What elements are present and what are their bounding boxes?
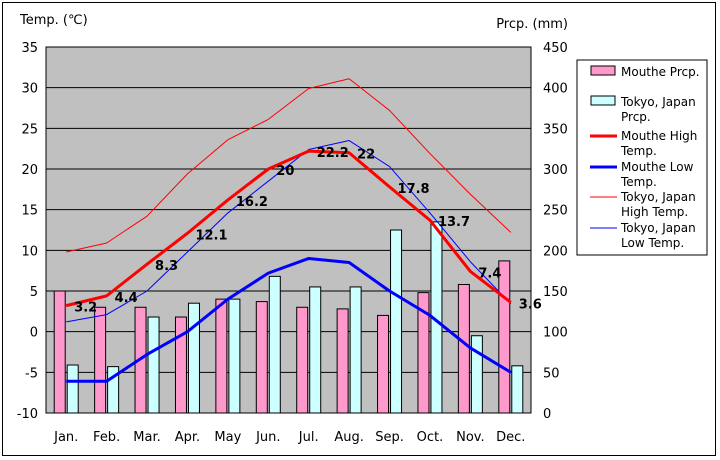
bar-mouthe-prcp	[296, 306, 309, 414]
right-tick-label: 400	[543, 82, 568, 97]
x-tick-label: Sep.	[375, 430, 404, 445]
data-label: 12.1	[195, 228, 227, 243]
data-label: 17.8	[398, 182, 430, 197]
right-tick-label: 100	[543, 326, 568, 341]
bar-mouthe-prcp	[94, 306, 107, 414]
data-label: 16.2	[236, 195, 268, 210]
x-tick-label: Nov.	[456, 430, 485, 445]
legend-label: Temp.	[620, 175, 657, 189]
x-tick-label: Apr.	[175, 430, 200, 445]
legend-label: Tokyo, Japan	[620, 190, 696, 204]
bar-mouthe-prcp	[215, 298, 228, 414]
bar-tokyo-prcp	[228, 298, 241, 414]
line-tokyo-japan-high-temp-	[66, 78, 512, 253]
bar-tokyo-prcp	[268, 275, 281, 414]
data-label: 3.6	[519, 297, 542, 312]
line-tokyo-japan-low-temp-	[66, 140, 512, 323]
left-tick-label: 35	[21, 41, 38, 56]
legend-box	[576, 59, 708, 256]
bar-mouthe-prcp	[336, 308, 349, 414]
data-label: 4.4	[115, 291, 138, 306]
bar-mouthe-prcp	[53, 290, 66, 414]
left-tick-label: 15	[21, 204, 38, 219]
x-tick-label: Feb.	[93, 430, 120, 445]
bar-tokyo-prcp	[309, 286, 322, 414]
x-tick-label: Dec.	[496, 430, 525, 445]
bar-tokyo-prcp	[147, 316, 160, 414]
legend-label: Prcp.	[621, 110, 651, 124]
bar-tokyo-prcp	[390, 229, 403, 414]
x-tick-label: Jul.	[298, 430, 319, 445]
left-tick-label: -10	[17, 407, 38, 422]
x-tick-label: Oct.	[417, 430, 444, 445]
bar-tokyo-prcp	[349, 286, 362, 414]
bar-tokyo-prcp	[66, 364, 79, 414]
legend-swatch	[590, 65, 616, 76]
legend-label: Mouthe Prcp.	[621, 65, 700, 79]
x-tick-label: Jan.	[53, 430, 78, 445]
right-tick-label: 300	[543, 163, 568, 178]
legend-label: Tokyo, Japan	[620, 221, 696, 235]
left-tick-label: 25	[21, 122, 38, 137]
bar-mouthe-prcp	[498, 260, 511, 414]
bar-tokyo-prcp	[187, 302, 200, 414]
bar-tokyo-prcp	[470, 335, 483, 414]
bar-mouthe-prcp	[255, 301, 268, 414]
line-mouthe-low-temp-	[66, 256, 512, 383]
bar-mouthe-prcp	[457, 283, 470, 414]
bar-tokyo-prcp	[511, 365, 524, 414]
data-label: 8.3	[155, 259, 178, 274]
bar-mouthe-prcp	[377, 314, 390, 414]
x-tick-label: May	[214, 430, 241, 445]
bar-tokyo-prcp	[107, 366, 120, 414]
legend-label: Mouthe Low	[621, 160, 694, 174]
left-tick-label: -5	[25, 366, 38, 381]
bar-mouthe-prcp	[417, 292, 430, 414]
right-tick-label: 150	[543, 285, 568, 300]
left-tick-label: 30	[21, 82, 38, 97]
x-tick-label: Mar.	[133, 430, 160, 445]
data-label: 22	[357, 148, 375, 163]
left-tick-label: 20	[21, 163, 38, 178]
legend-label: High Temp.	[621, 205, 688, 219]
line-mouthe-high-temp-	[65, 149, 512, 308]
right-tick-label: 350	[543, 122, 568, 137]
data-label: 22.2	[317, 146, 349, 161]
legend-label: Mouthe High	[621, 129, 697, 143]
data-label: 20	[276, 164, 294, 179]
left-tick-label: 5	[30, 285, 38, 300]
left-tick-label: 10	[21, 244, 38, 259]
legend-swatch	[590, 95, 616, 106]
legend-label: Low Temp.	[621, 236, 684, 250]
right-tick-label: 0	[543, 407, 551, 422]
data-label: 7.4	[478, 266, 501, 281]
right-axis-title: Prcp. (mm)	[496, 17, 568, 32]
left-tick-label: 0	[30, 326, 38, 341]
right-tick-label: 450	[543, 41, 568, 56]
legend-label: Tokyo, Japan	[620, 95, 696, 109]
data-label: 13.7	[438, 215, 470, 230]
x-tick-label: Aug.	[334, 430, 364, 445]
left-axis-title: Temp. (℃)	[19, 13, 88, 28]
right-tick-label: 250	[543, 204, 568, 219]
right-tick-label: 50	[543, 366, 560, 381]
x-tick-label: Jun.	[255, 430, 280, 445]
bar-mouthe-prcp	[174, 316, 187, 414]
right-tick-label: 200	[543, 244, 568, 259]
data-label: 3.2	[74, 301, 97, 316]
legend-label: Temp.	[620, 144, 657, 158]
